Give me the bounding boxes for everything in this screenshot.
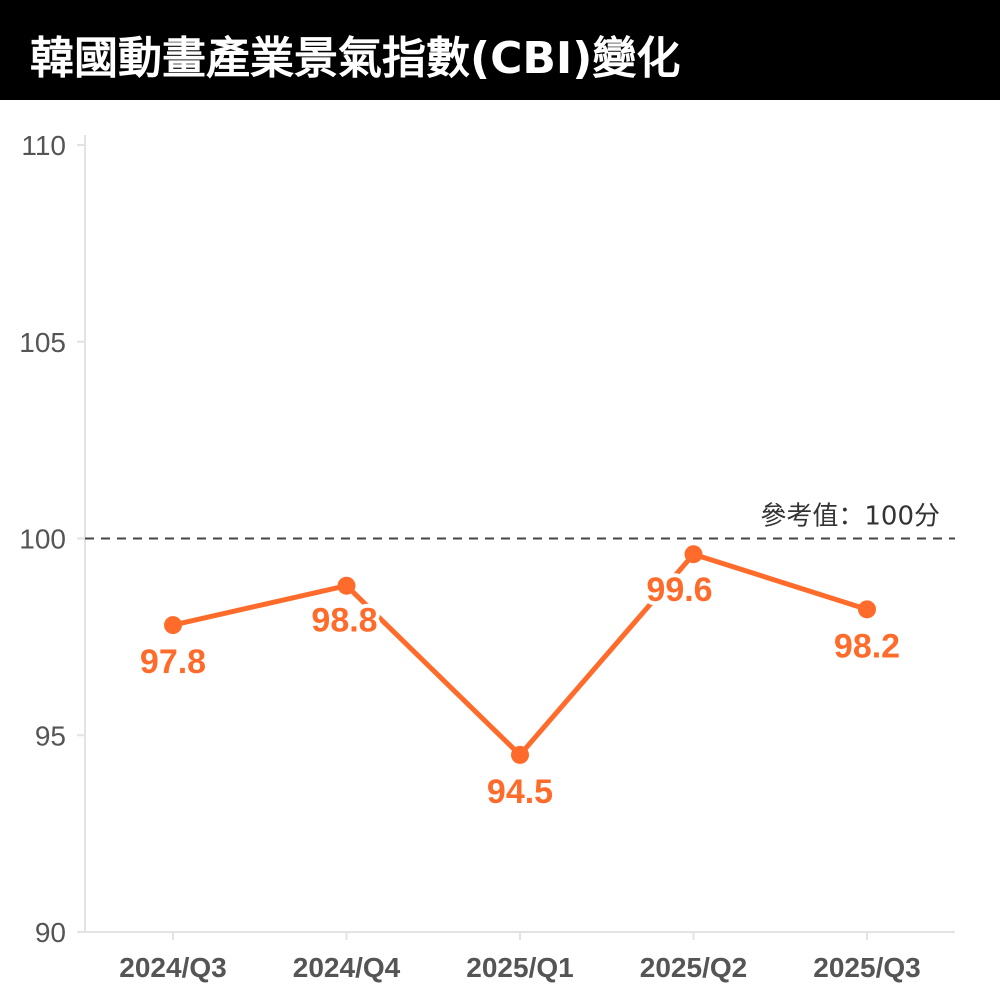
- data-label: 94.5: [487, 773, 553, 811]
- data-point: [858, 600, 876, 619]
- x-tick-label: 2025/Q1: [466, 952, 573, 983]
- data-label: 99.6: [646, 571, 712, 609]
- reference-line-label: 參考值：100分: [760, 502, 940, 532]
- chart-title: 韓國動畫產業景氣指數(CBI)變化: [30, 33, 681, 84]
- x-tick-label: 2024/Q3: [119, 952, 226, 983]
- x-tick-label: 2025/Q2: [640, 952, 747, 983]
- y-tick-label: 105: [19, 327, 66, 358]
- data-point: [337, 576, 356, 595]
- y-tick-label: 90: [35, 917, 66, 948]
- data-point: [684, 545, 703, 564]
- y-tick-label: 95: [35, 720, 66, 751]
- data-label-halo: 98.8: [311, 602, 377, 640]
- data-label: 97.8: [140, 643, 206, 681]
- data-point: [164, 616, 182, 635]
- data-label-layer: 97.897.898.898.894.594.599.699.698.298.2: [136, 567, 904, 815]
- y-tick-label: 100: [19, 524, 66, 555]
- series-layer: [164, 545, 876, 764]
- reference-line-layer: 參考值：100分: [85, 502, 955, 540]
- data-label-halo: 94.5: [487, 773, 553, 811]
- data-label-halo: 99.6: [646, 571, 712, 609]
- x-tick-label: 2024/Q4: [293, 952, 401, 983]
- data-label: 98.8: [311, 602, 377, 640]
- y-tick-label: 110: [21, 130, 66, 161]
- data-label-halo: 98.2: [834, 627, 900, 665]
- x-tick-label: 2025/Q3: [813, 952, 920, 983]
- data-point: [511, 745, 529, 764]
- data-label-halo: 97.8: [140, 643, 206, 681]
- title-bar: 韓國動畫產業景氣指數(CBI)變化: [0, 0, 1000, 100]
- axes-layer: 90 95 100 105 110 2024/Q3 2024/Q4 2025/Q1 2025/Q…: [19, 130, 955, 983]
- data-label: 98.2: [834, 627, 900, 665]
- series-line: [170, 551, 870, 758]
